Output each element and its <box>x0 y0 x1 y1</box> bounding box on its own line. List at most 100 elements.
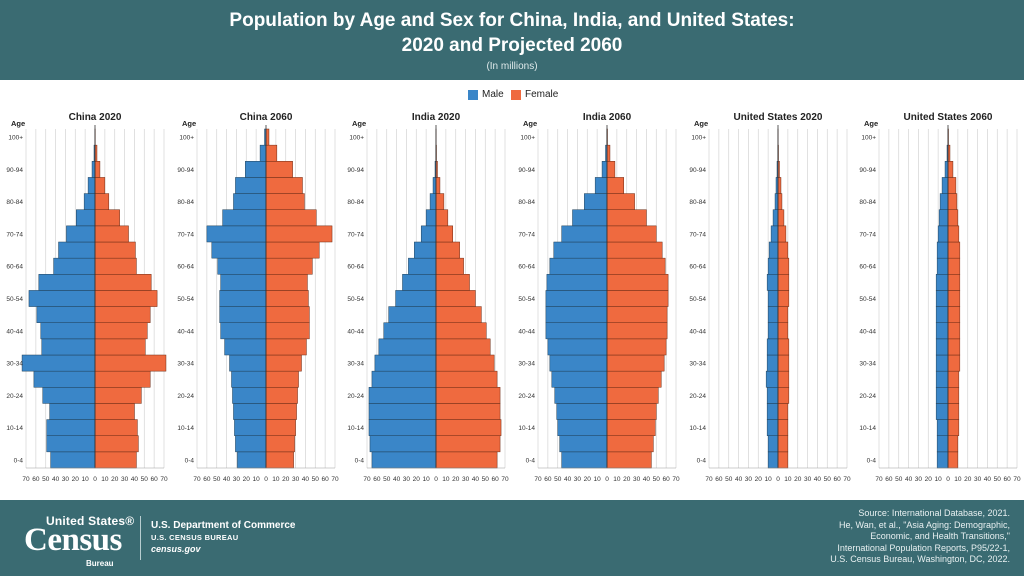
bar-male <box>83 193 96 210</box>
bar-male <box>40 322 96 340</box>
bar-male <box>46 419 96 436</box>
bar-male <box>219 290 267 307</box>
x-tick-label: 70 <box>875 476 883 483</box>
bar-female <box>265 338 307 356</box>
bar-male <box>66 225 96 243</box>
x-tick-label: 70 <box>22 476 30 483</box>
bar-male <box>229 354 267 372</box>
bar-female <box>947 161 954 178</box>
bar-female <box>435 274 470 291</box>
x-tick-label: 30 <box>974 476 982 483</box>
age-tick-label: 50-54 <box>518 296 535 303</box>
bar-female <box>94 435 139 453</box>
bar-female <box>94 419 138 436</box>
bar-male <box>38 274 96 291</box>
x-tick-label: 20 <box>623 476 631 483</box>
x-tick-label: 60 <box>1004 476 1012 483</box>
bar-male <box>561 225 608 243</box>
bar-male <box>937 225 949 243</box>
bar-male <box>371 370 437 388</box>
bar-female <box>606 209 647 227</box>
x-tick-label: 50 <box>482 476 490 483</box>
bar-female <box>947 435 959 453</box>
bar-female <box>606 161 616 178</box>
x-tick-label: 10 <box>253 476 261 483</box>
bar-female <box>606 306 668 323</box>
bar-female <box>777 177 782 194</box>
age-tick-label: 40-44 <box>689 328 706 335</box>
bar-male <box>935 274 949 291</box>
bar-female <box>606 419 656 436</box>
bar-female <box>435 370 498 388</box>
bar-female <box>777 387 790 404</box>
x-tick-label: 20 <box>413 476 421 483</box>
age-tick-label: 70-74 <box>689 231 706 238</box>
age-tick-label: 30-34 <box>859 361 876 368</box>
x-tick-label: 70 <box>1013 476 1021 483</box>
x-tick-label: 70 <box>534 476 542 483</box>
x-tick-label: 20 <box>964 476 972 483</box>
bar-female <box>947 419 960 436</box>
x-tick-label: 30 <box>292 476 300 483</box>
bar-female <box>777 241 789 259</box>
bar-male <box>768 241 779 259</box>
bar-male <box>572 209 608 227</box>
legend-swatch-female <box>511 89 521 100</box>
bar-male <box>767 322 779 340</box>
x-tick-label: 30 <box>462 476 470 483</box>
bar-female <box>947 193 958 210</box>
x-tick-label: 30 <box>574 476 582 483</box>
age-tick-label: 70-74 <box>518 231 535 238</box>
bar-male <box>220 322 267 340</box>
bar-female <box>777 419 789 436</box>
bar-female <box>777 451 789 469</box>
age-tick-label: 100+ <box>349 135 364 142</box>
bar-female <box>947 290 961 307</box>
source-line: International Population Reports, P95/22… <box>837 542 1010 553</box>
age-axis-label: Age <box>182 119 196 128</box>
x-tick-label: 0 <box>605 476 609 483</box>
bar-female <box>777 403 789 420</box>
bar-male <box>766 387 779 404</box>
x-tick-label: 20 <box>111 476 119 483</box>
chart-title: China 2020 <box>69 112 122 123</box>
bar-male <box>368 403 437 420</box>
bar-male <box>235 177 267 194</box>
x-tick-label: 10 <box>423 476 431 483</box>
bar-male <box>941 177 949 194</box>
bar-male <box>774 193 779 210</box>
bar-male <box>551 370 608 388</box>
bar-female <box>606 225 657 243</box>
x-tick-label: 0 <box>93 476 97 483</box>
x-tick-label: 0 <box>946 476 950 483</box>
age-tick-label: 60-64 <box>689 264 706 271</box>
bar-female <box>435 225 454 243</box>
x-tick-label: 50 <box>725 476 733 483</box>
bar-male <box>547 338 608 356</box>
bar-male <box>772 209 779 227</box>
age-tick-label: 10-14 <box>6 425 23 432</box>
age-tick-label: 90-94 <box>177 167 194 174</box>
bar-male <box>549 354 608 372</box>
x-tick-label: 20 <box>72 476 80 483</box>
x-tick-label: 10 <box>594 476 602 483</box>
bar-male <box>557 419 608 436</box>
bar-female <box>606 290 669 307</box>
bar-female <box>94 387 142 404</box>
logo-divider <box>140 516 141 560</box>
bar-female <box>94 241 136 259</box>
website-link[interactable]: census.gov <box>151 544 201 554</box>
bar-male <box>211 241 267 259</box>
age-tick-label: 100+ <box>8 135 23 142</box>
bar-male <box>402 274 437 291</box>
age-tick-label: 70-74 <box>177 231 194 238</box>
bar-female <box>265 370 299 388</box>
bar-female <box>606 403 657 420</box>
age-tick-label: 0-4 <box>526 457 536 464</box>
bar-female <box>435 435 501 453</box>
x-tick-label: 30 <box>804 476 812 483</box>
age-tick-label: 100+ <box>520 135 535 142</box>
bar-female <box>435 257 464 275</box>
